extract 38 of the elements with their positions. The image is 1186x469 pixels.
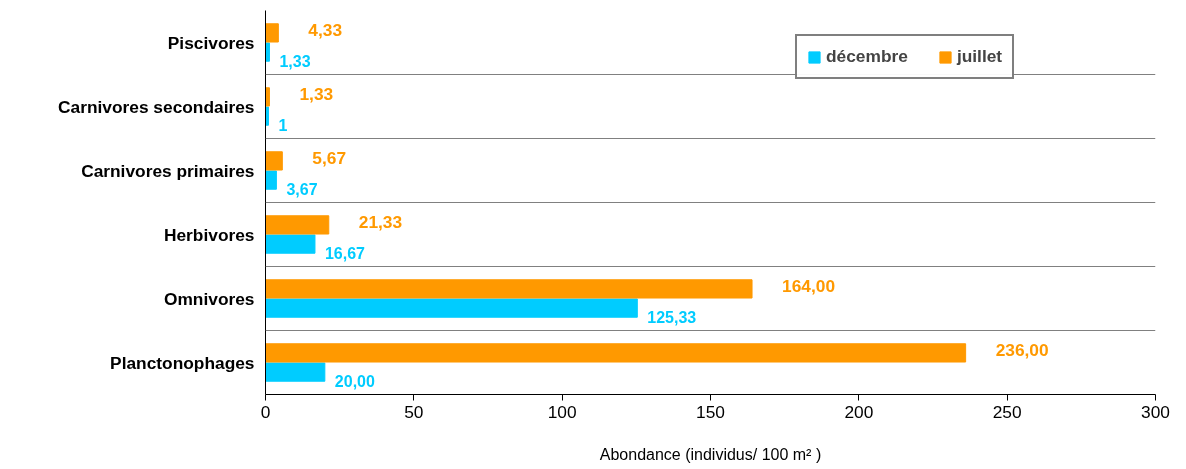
data-label: 16,67 — [324, 245, 366, 263]
x-tick-label: 300 — [1141, 401, 1170, 422]
data-label: 21,33 — [358, 211, 403, 232]
bar — [265, 298, 638, 318]
x-tick-label: 50 — [404, 401, 424, 422]
data-label: 1,33 — [299, 83, 334, 104]
legend-label: décembre — [826, 46, 908, 67]
x-axis-title: Abondance (individus/ 100 m² ) — [599, 445, 822, 463]
data-label: 20,00 — [334, 373, 375, 391]
bar — [265, 234, 316, 254]
data-label: 3,67 — [286, 181, 318, 199]
y-tick-label: Carnivores primaires — [81, 160, 255, 181]
data-label: 236,00 — [995, 339, 1049, 360]
data-label: 5,67 — [312, 147, 347, 168]
bar — [265, 279, 753, 299]
legend-label: juillet — [956, 46, 1003, 67]
bar — [265, 343, 967, 363]
x-tick-label: 100 — [547, 401, 577, 422]
y-tick-label: Herbivores — [163, 224, 255, 245]
data-label: 4,33 — [308, 19, 343, 40]
data-label: 1 — [278, 117, 288, 135]
bar — [265, 362, 326, 382]
y-tick-label: Piscivores — [167, 32, 255, 53]
data-label: 125,33 — [647, 309, 697, 327]
data-label: 1,33 — [279, 53, 311, 71]
bar — [265, 170, 277, 190]
bar — [265, 87, 270, 107]
y-tick-label: Carnivores secondaires — [58, 96, 255, 117]
x-tick-label: 0 — [260, 401, 271, 422]
x-tick-label: 200 — [844, 401, 874, 422]
bar — [265, 23, 279, 43]
x-tick-label: 250 — [992, 401, 1022, 422]
y-tick-label: Planctonophages — [110, 352, 255, 373]
x-tick-label: 150 — [696, 401, 725, 422]
bar — [265, 215, 330, 235]
y-tick-label: Omnivores — [163, 288, 255, 309]
bar — [265, 151, 283, 171]
data-label: 164,00 — [782, 275, 836, 296]
